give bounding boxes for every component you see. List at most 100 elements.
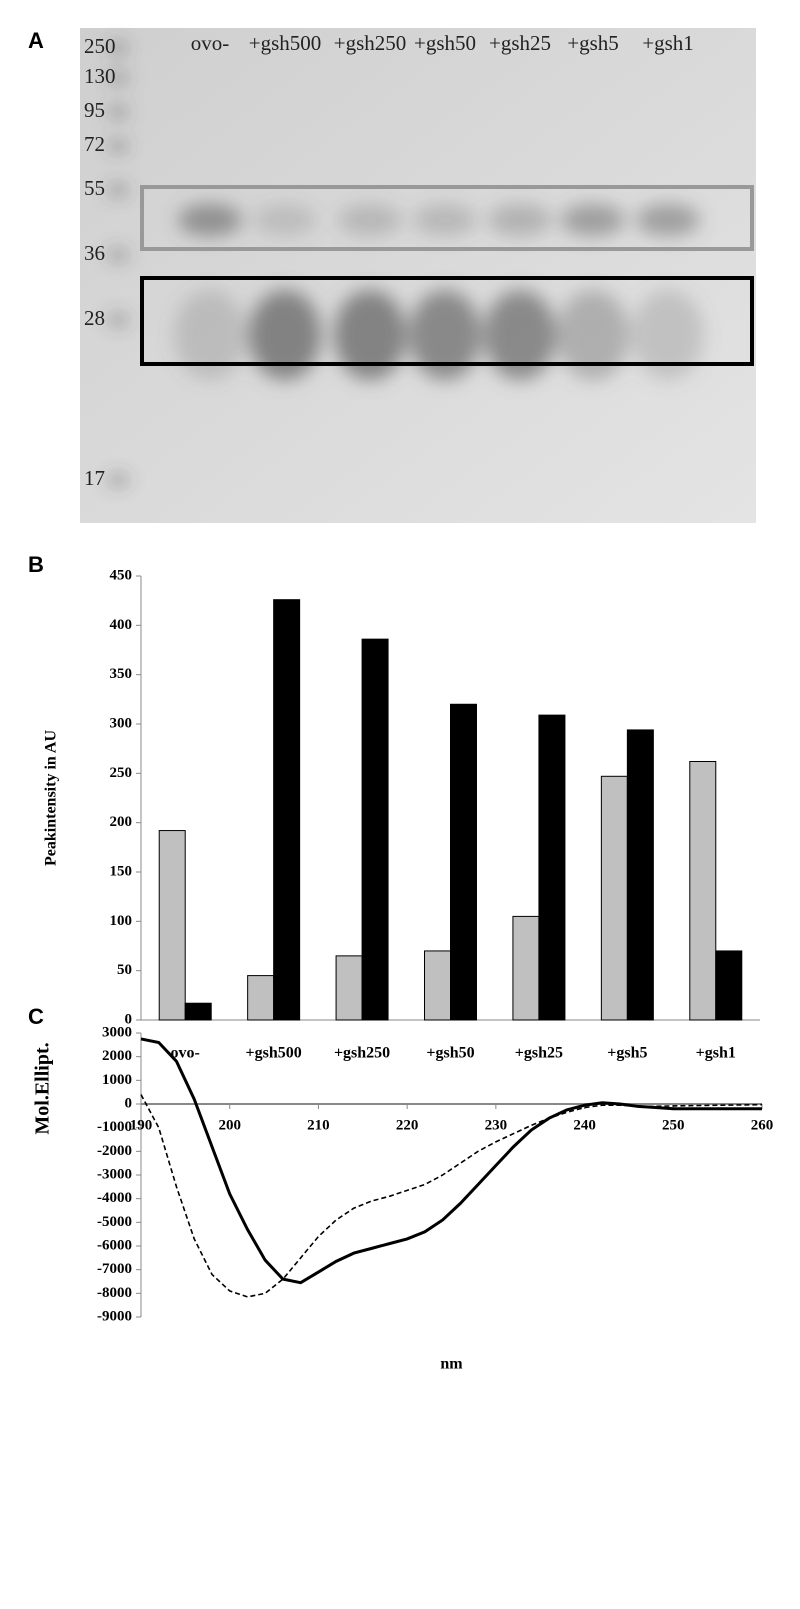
y-tick-label: 250 xyxy=(110,765,133,781)
x-tick-label: +gsh500 xyxy=(246,1045,302,1062)
band xyxy=(409,290,481,380)
lane-label: +gsh1 xyxy=(642,31,694,55)
marker-band xyxy=(108,73,128,83)
y-tick-label: 3000 xyxy=(102,1024,132,1040)
y-tick-label: -5000 xyxy=(97,1214,132,1230)
marker-label: 17 xyxy=(84,466,105,490)
lane-label: ovo- xyxy=(191,31,230,55)
bar xyxy=(335,955,363,1021)
lane-label: +gsh25 xyxy=(489,31,551,55)
bar xyxy=(158,830,186,1021)
lane-label: +gsh50 xyxy=(414,31,476,55)
y-tick-label: -1000 xyxy=(97,1119,132,1135)
band xyxy=(334,290,406,380)
y-tick-label: 300 xyxy=(110,715,133,731)
bar xyxy=(626,729,654,1021)
y-tick-label: 50 xyxy=(117,962,132,978)
y-tick-label: 400 xyxy=(110,617,133,633)
y-axis-label: Peakintensity in AU xyxy=(43,730,60,866)
y-tick-label: -9000 xyxy=(97,1308,132,1324)
marker-label: 250 xyxy=(84,34,116,58)
lane-label: +gsh5 xyxy=(567,31,619,55)
y-axis-label: Mol.Ellipt. xyxy=(32,1042,54,1134)
y-tick-label: -3000 xyxy=(97,1166,132,1182)
x-tick-label: +gsh50 xyxy=(426,1045,474,1062)
bar xyxy=(184,1002,212,1021)
x-tick-label: 190 xyxy=(130,1117,153,1133)
marker-label: 36 xyxy=(84,241,105,265)
y-tick-label: 350 xyxy=(110,666,133,682)
gel-bands xyxy=(108,43,704,485)
marker-label: 95 xyxy=(84,98,105,122)
bar xyxy=(600,775,628,1021)
gel-image xyxy=(80,28,756,523)
panel-label: C xyxy=(28,1004,44,1029)
box-lower xyxy=(140,276,754,366)
bar xyxy=(689,760,717,1021)
x-tick-label: 240 xyxy=(573,1117,596,1133)
marker-band xyxy=(108,185,128,195)
bar xyxy=(247,975,275,1021)
panel-label: B xyxy=(28,552,44,577)
marker-label: 72 xyxy=(84,132,105,156)
y-tick-label: -6000 xyxy=(97,1237,132,1253)
y-tick-label: 200 xyxy=(110,814,133,830)
x-tick-label: 200 xyxy=(218,1117,241,1133)
line-series xyxy=(140,1037,762,1285)
y-tick-label: 450 xyxy=(110,567,133,583)
y-tick-label: -4000 xyxy=(97,1190,132,1206)
x-tick-label: +gsh5 xyxy=(607,1045,647,1062)
band xyxy=(636,204,700,236)
x-axis-label: nm xyxy=(440,1356,463,1373)
band xyxy=(249,290,321,380)
band xyxy=(557,290,629,380)
y-tick-label: -2000 xyxy=(97,1143,132,1159)
bar xyxy=(424,950,451,1021)
band xyxy=(174,290,246,380)
band xyxy=(484,290,556,380)
bar xyxy=(715,950,743,1021)
marker-label: 130 xyxy=(84,64,116,88)
bar xyxy=(512,915,540,1021)
marker-band xyxy=(108,141,128,151)
bar xyxy=(361,638,389,1021)
marker-band xyxy=(108,250,128,260)
band xyxy=(632,290,704,380)
x-tick-label: ovo- xyxy=(171,1045,200,1062)
band xyxy=(178,204,242,236)
y-tick-label: 100 xyxy=(110,913,133,929)
panel-label: A xyxy=(28,28,44,53)
marker-band xyxy=(108,107,128,117)
y-tick-label: -7000 xyxy=(97,1261,132,1277)
x-tick-label: 210 xyxy=(307,1117,330,1133)
marker-label: 28 xyxy=(84,306,105,330)
bar xyxy=(450,703,477,1021)
marker-band xyxy=(108,43,128,53)
band xyxy=(488,204,552,236)
bar xyxy=(538,714,566,1021)
x-tick-label: +gsh250 xyxy=(334,1045,390,1062)
y-tick-label: 2000 xyxy=(102,1048,132,1064)
marker-label: 55 xyxy=(84,176,105,200)
box-upper xyxy=(140,185,754,251)
marker-band xyxy=(108,475,128,485)
band xyxy=(413,204,477,236)
y-tick-label: 0 xyxy=(125,1011,133,1027)
y-tick-label: 150 xyxy=(110,863,133,879)
band xyxy=(338,204,402,236)
y-tick-label: 1000 xyxy=(102,1072,132,1088)
x-tick-label: 220 xyxy=(396,1117,419,1133)
line-series xyxy=(140,1094,763,1298)
bar xyxy=(273,599,301,1021)
band xyxy=(561,204,625,236)
x-tick-label: 230 xyxy=(485,1117,508,1133)
x-tick-label: 260 xyxy=(751,1117,774,1133)
x-tick-label: +gsh1 xyxy=(696,1045,736,1062)
x-tick-label: 250 xyxy=(662,1117,685,1133)
y-tick-label: 0 xyxy=(125,1095,133,1111)
band xyxy=(253,204,317,236)
y-tick-label: -8000 xyxy=(97,1285,132,1301)
x-tick-label: +gsh25 xyxy=(515,1045,563,1062)
lane-label: +gsh500 xyxy=(249,31,322,55)
